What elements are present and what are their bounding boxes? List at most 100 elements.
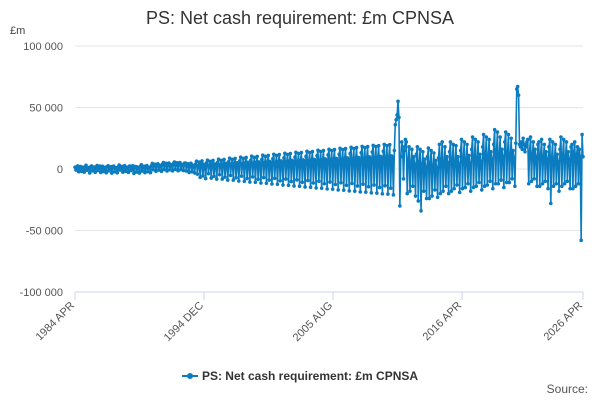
data-point[interactable]: [456, 162, 461, 166]
data-point[interactable]: [302, 159, 306, 164]
data-point[interactable]: [209, 176, 213, 180]
data-point[interactable]: [563, 154, 568, 159]
data-point[interactable]: [496, 181, 501, 186]
data-point[interactable]: [283, 177, 288, 181]
data-point[interactable]: [338, 146, 342, 151]
data-point[interactable]: [167, 168, 172, 172]
data-point[interactable]: [129, 168, 133, 173]
data-point[interactable]: [308, 185, 313, 189]
data-point[interactable]: [217, 172, 222, 177]
data-point[interactable]: [430, 194, 434, 198]
data-point[interactable]: [538, 152, 543, 157]
data-point[interactable]: [498, 135, 502, 139]
data-point[interactable]: [492, 127, 497, 132]
data-point[interactable]: [437, 142, 442, 147]
data-point[interactable]: [263, 154, 268, 159]
data-point[interactable]: [400, 145, 405, 149]
data-point[interactable]: [436, 156, 441, 160]
data-point[interactable]: [259, 181, 263, 185]
data-point[interactable]: [316, 148, 320, 153]
data-point[interactable]: [542, 142, 547, 147]
data-point[interactable]: [287, 159, 292, 163]
data-point[interactable]: [519, 140, 524, 144]
data-point[interactable]: [550, 140, 555, 144]
data-point[interactable]: [478, 152, 482, 157]
data-point[interactable]: [82, 170, 86, 174]
data-point[interactable]: [432, 151, 436, 155]
data-point[interactable]: [383, 183, 387, 188]
data-point[interactable]: [486, 154, 491, 159]
data-point[interactable]: [509, 136, 514, 141]
data-point[interactable]: [98, 170, 103, 175]
data-point[interactable]: [206, 171, 211, 176]
data-point[interactable]: [150, 161, 155, 166]
data-point[interactable]: [424, 196, 429, 201]
data-point[interactable]: [245, 176, 249, 181]
data-point[interactable]: [244, 155, 248, 160]
data-point[interactable]: [247, 162, 251, 166]
data-point[interactable]: [273, 160, 278, 165]
data-point[interactable]: [324, 158, 329, 163]
data-point[interactable]: [248, 180, 252, 184]
data-point[interactable]: [352, 189, 357, 193]
data-point[interactable]: [195, 172, 200, 176]
data-point[interactable]: [495, 130, 500, 134]
data-point[interactable]: [196, 164, 201, 168]
data-point[interactable]: [412, 162, 417, 166]
data-point[interactable]: [506, 132, 511, 137]
data-point[interactable]: [303, 185, 307, 189]
data-point[interactable]: [261, 175, 266, 180]
data-point[interactable]: [558, 147, 562, 152]
data-point[interactable]: [151, 167, 156, 172]
data-point[interactable]: [553, 142, 558, 147]
data-point[interactable]: [393, 122, 398, 127]
data-point[interactable]: [479, 188, 484, 192]
data-point[interactable]: [230, 157, 235, 162]
data-point[interactable]: [567, 157, 571, 161]
data-point[interactable]: [522, 142, 526, 147]
data-point[interactable]: [359, 150, 364, 155]
data-point[interactable]: [477, 180, 481, 185]
data-point[interactable]: [468, 189, 473, 193]
data-point[interactable]: [243, 161, 248, 165]
data-point[interactable]: [399, 140, 404, 144]
data-point[interactable]: [240, 162, 245, 166]
data-point[interactable]: [552, 157, 557, 161]
data-point[interactable]: [375, 191, 379, 195]
data-point[interactable]: [214, 163, 218, 168]
data-point[interactable]: [377, 185, 382, 190]
data-point[interactable]: [248, 158, 253, 162]
data-point[interactable]: [457, 190, 462, 195]
data-point[interactable]: [434, 165, 439, 170]
data-point[interactable]: [126, 170, 131, 175]
data-point[interactable]: [364, 155, 369, 160]
data-point[interactable]: [479, 159, 483, 164]
data-point[interactable]: [107, 169, 111, 173]
data-point[interactable]: [93, 170, 98, 174]
data-point[interactable]: [452, 186, 456, 191]
data-point[interactable]: [121, 170, 125, 174]
data-point[interactable]: [426, 146, 431, 150]
data-point[interactable]: [568, 186, 572, 191]
data-point[interactable]: [465, 142, 469, 147]
data-point[interactable]: [87, 171, 92, 175]
data-point[interactable]: [559, 135, 563, 139]
data-point[interactable]: [201, 174, 205, 178]
data-point[interactable]: [214, 177, 219, 181]
data-point[interactable]: [566, 149, 571, 154]
data-point[interactable]: [310, 149, 315, 154]
data-point[interactable]: [285, 152, 290, 157]
data-point[interactable]: [523, 149, 527, 154]
data-point[interactable]: [288, 151, 293, 156]
data-point[interactable]: [405, 191, 410, 196]
data-point[interactable]: [482, 184, 487, 189]
data-point[interactable]: [349, 145, 353, 150]
data-point[interactable]: [521, 136, 525, 141]
data-point[interactable]: [433, 188, 437, 192]
data-point[interactable]: [140, 169, 144, 173]
data-point[interactable]: [132, 171, 136, 176]
data-point[interactable]: [229, 162, 234, 167]
data-point[interactable]: [225, 178, 230, 182]
data-point[interactable]: [286, 183, 291, 188]
data-point[interactable]: [215, 160, 220, 165]
